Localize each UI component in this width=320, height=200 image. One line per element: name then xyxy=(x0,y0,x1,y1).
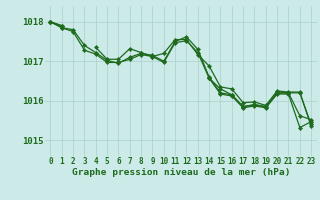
X-axis label: Graphe pression niveau de la mer (hPa): Graphe pression niveau de la mer (hPa) xyxy=(72,168,290,177)
